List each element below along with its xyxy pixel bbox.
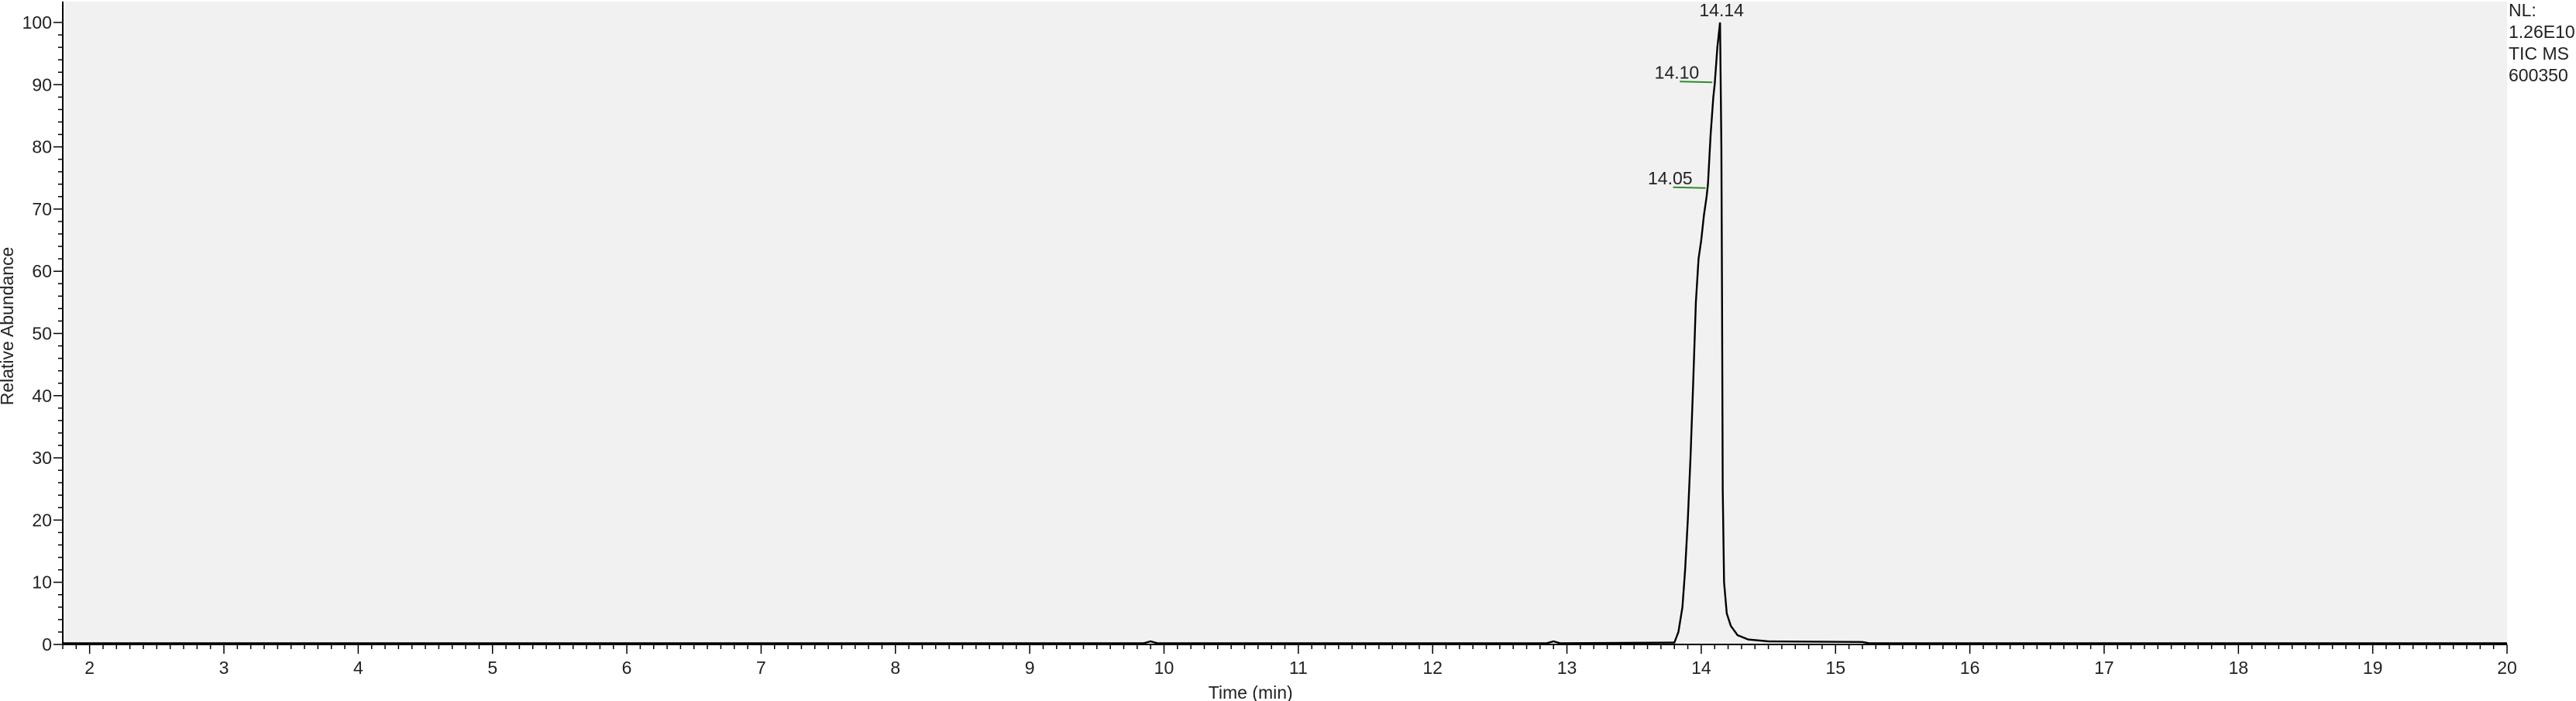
y-tick-label: 30 [32,448,52,468]
x-tick-label: 8 [890,658,900,678]
y-tick-label: 20 [32,510,52,530]
x-tick-label: 19 [2363,658,2383,678]
info-line-nl: NL: [2509,0,2536,20]
x-tick-label: 15 [1825,658,1845,678]
tic-trace [63,22,2507,644]
x-tick-label: 7 [756,658,766,678]
peak-labels: 14.14 14.10 14.05 [1648,0,1744,189]
x-tick-label: 10 [1154,658,1175,678]
y-axis-title: Relative Abundance [0,247,17,406]
x-tick-label: 17 [2094,658,2114,678]
x-tick-label: 6 [622,658,632,678]
peak-marker [1680,81,1713,84]
y-tick-label: 40 [32,386,52,406]
peak-label: 14.14 [1699,0,1744,20]
info-line-scan: TIC MS [2509,43,2569,64]
y-tick-label: 50 [32,324,52,344]
peak-marker [1673,186,1706,189]
x-axis-ticks: 2 3 4 5 6 7 8 9 10 11 12 13 14 15 16 17 18 19 20 [62,644,2517,678]
x-tick-label: 16 [1960,658,1980,678]
x-tick-label: 18 [2228,658,2248,678]
normalization-info: NL: 1.26E10 TIC MS 600350 [2509,0,2575,85]
y-tick-label: 60 [32,261,52,281]
x-tick-label: 12 [1422,658,1443,678]
info-line-id: 600350 [2509,65,2568,85]
info-line-value: 1.26E10 [2509,22,2575,42]
x-axis-title: Time (min) [1209,682,1293,701]
y-tick-label: 90 [32,74,52,94]
y-tick-label: 70 [32,199,52,219]
plot-area [63,2,2507,644]
peak-label: 14.05 [1648,168,1693,188]
y-tick-label: 10 [32,572,52,593]
x-tick-label: 11 [1289,658,1308,678]
x-tick-label: 13 [1557,658,1577,678]
x-tick-label: 5 [487,658,497,678]
x-tick-label: 9 [1025,658,1035,678]
x-tick-label: 3 [219,658,229,678]
peak-label: 14.10 [1655,62,1700,82]
y-axis-ticks: 0 10 20 30 40 50 60 70 80 90 100 [22,12,63,655]
y-tick-label: 0 [42,634,52,655]
y-tick-label: 80 [32,137,52,157]
x-tick-label: 14 [1691,658,1711,678]
x-tick-label: 4 [353,658,363,678]
x-tick-label: 2 [84,658,95,678]
y-tick-label: 100 [22,12,52,33]
x-tick-label: 20 [2497,658,2517,678]
